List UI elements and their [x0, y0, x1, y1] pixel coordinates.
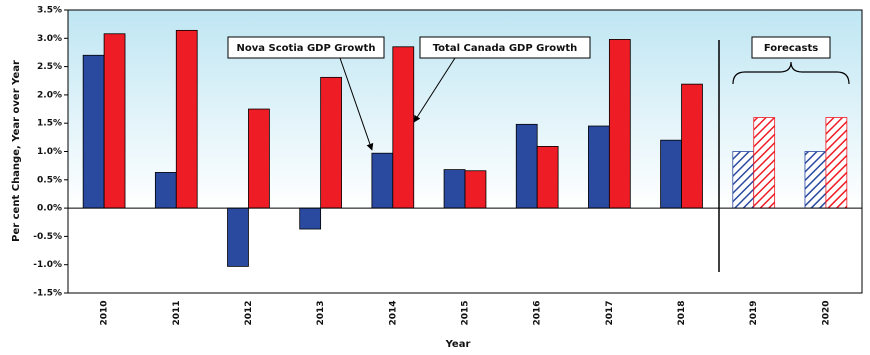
x-tick-label: 2017	[605, 300, 615, 325]
bar	[443, 169, 466, 209]
plot-border	[67, 9, 863, 294]
y-tick-label: 3.0%	[37, 34, 62, 44]
bar	[588, 125, 610, 209]
bar	[154, 172, 177, 209]
x-tick-label: 2010	[100, 300, 110, 325]
x-tick-label: 2020	[821, 300, 831, 325]
annotation-arrow	[413, 57, 456, 123]
bar	[660, 139, 682, 209]
bar	[464, 170, 487, 209]
bar	[825, 117, 848, 209]
annotation: Nova Scotia GDP Growth	[237, 43, 376, 54]
bar	[804, 151, 827, 209]
y-tick-label: -0.5%	[33, 232, 62, 242]
annotation-arrow	[339, 57, 374, 151]
annotation: Total Canada GDP Growth	[433, 43, 578, 54]
bar	[392, 46, 415, 209]
bar	[515, 123, 538, 209]
x-tick-label: 2015	[461, 300, 471, 325]
bar	[227, 207, 249, 267]
bar	[103, 33, 126, 209]
y-tick-label: -1.5%	[33, 289, 62, 299]
bar	[175, 29, 198, 209]
bar	[732, 151, 755, 209]
bar	[753, 117, 776, 209]
bar	[320, 76, 342, 209]
x-tick-label: 2012	[244, 300, 254, 325]
plot-background	[68, 208, 862, 293]
forecast-brace	[732, 61, 850, 85]
x-tick-label: 2013	[316, 300, 326, 325]
bar	[371, 152, 394, 209]
y-tick-label: 0.0%	[37, 204, 62, 214]
bar	[681, 83, 703, 209]
bar	[608, 39, 631, 209]
bar	[536, 146, 559, 209]
x-tick-label: 2019	[749, 300, 759, 325]
x-axis-title: Year	[445, 339, 471, 350]
y-tick-label: -1.0%	[33, 260, 62, 270]
x-tick-label: 2016	[533, 300, 543, 325]
y-axis-title: Per cent Change, Year over Year	[11, 60, 22, 242]
annotation-box	[751, 36, 831, 59]
x-tick-label: 2014	[388, 300, 398, 325]
y-tick-label: 3.5%	[37, 6, 62, 16]
annotation-box	[419, 36, 591, 59]
y-tick-label: 0.5%	[37, 175, 62, 185]
y-tick-label: 1.0%	[37, 147, 62, 157]
bar	[82, 54, 105, 209]
y-tick-label: 2.0%	[37, 90, 62, 100]
x-tick-label: 2011	[172, 300, 182, 325]
y-tick-label: 2.5%	[37, 62, 62, 72]
x-tick-label: 2018	[677, 300, 687, 325]
annotation: Forecasts	[764, 43, 818, 54]
y-tick-label: 1.5%	[37, 119, 62, 129]
annotation-box	[227, 36, 385, 59]
bar	[299, 207, 322, 230]
bar	[248, 108, 270, 209]
